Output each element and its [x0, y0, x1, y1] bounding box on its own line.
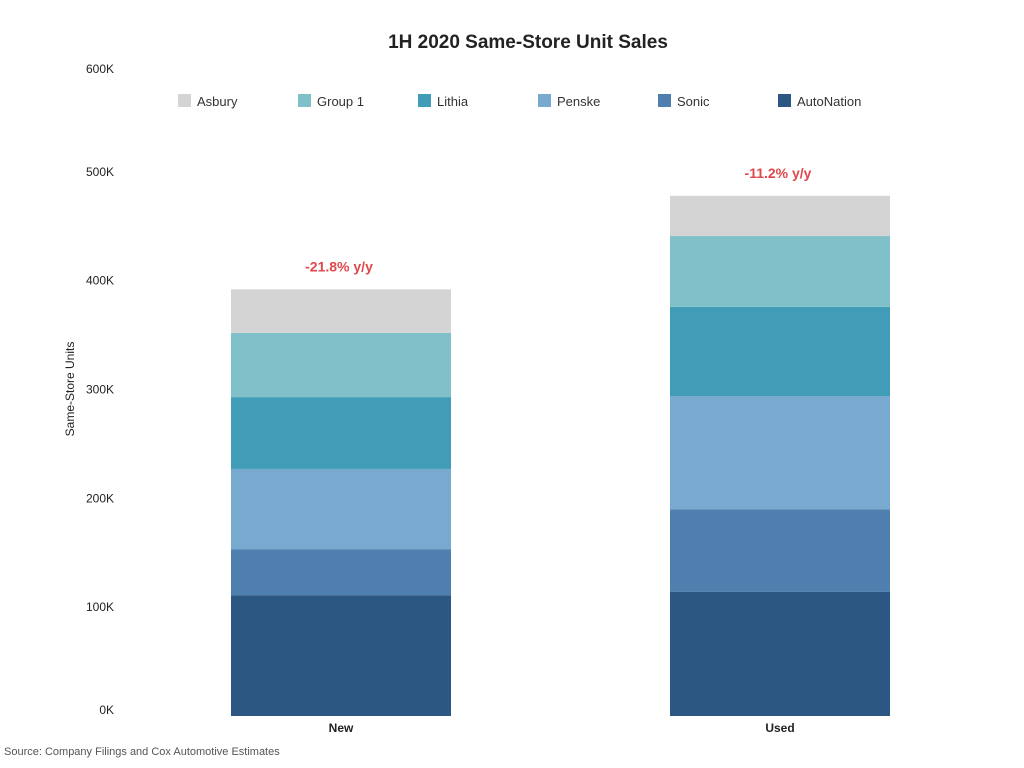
y-axis-label: Same-Store Units — [63, 342, 77, 437]
y-tick-label: 400K — [86, 274, 114, 288]
legend-swatch-penske — [538, 94, 551, 107]
y-tick-label: 100K — [86, 600, 114, 614]
yoy-annotation: -11.2% y/y — [745, 165, 812, 181]
bar-segment-penske-used — [670, 396, 890, 510]
bar-segment-lithia-new — [231, 397, 451, 469]
bar-segment-asbury-new — [231, 289, 451, 333]
bar-segment-asbury-used — [670, 195, 890, 237]
bar-segment-sonic-used — [670, 509, 890, 592]
y-tick-label: 300K — [86, 383, 114, 397]
legend-swatch-asbury — [178, 94, 191, 107]
bar-segment-group-1-new — [231, 332, 451, 398]
y-tick-label: 0K — [99, 703, 114, 717]
legend-label-asbury: Asbury — [197, 94, 238, 109]
bar-segment-autonation-used — [670, 591, 890, 716]
chart-title: 1H 2020 Same-Store Unit Sales — [388, 32, 668, 53]
legend-swatch-lithia — [418, 94, 431, 107]
legend-label-lithia: Lithia — [437, 94, 469, 109]
legend-swatch-sonic — [658, 94, 671, 107]
y-tick-label: 200K — [86, 491, 114, 505]
legend-label-group-1: Group 1 — [317, 94, 364, 109]
legend-swatch-group-1 — [298, 94, 311, 107]
yoy-annotation: -21.8% y/y — [305, 258, 373, 274]
x-tick-label: Used — [765, 721, 794, 735]
y-tick-label: 500K — [86, 165, 114, 179]
source-note: Source: Company Filings and Cox Automoti… — [4, 746, 280, 758]
legend-label-penske: Penske — [557, 94, 600, 109]
legend-label-sonic: Sonic — [677, 94, 710, 109]
bar-segment-penske-new — [231, 468, 451, 550]
bar-segment-autonation-new — [231, 595, 451, 716]
bar-segment-group-1-used — [670, 236, 890, 307]
bar-segment-sonic-new — [231, 549, 451, 596]
y-tick-label: 600K — [86, 62, 114, 76]
legend-swatch-autonation — [778, 94, 791, 107]
legend-label-autonation: AutoNation — [797, 94, 861, 109]
bar-segment-lithia-used — [670, 306, 890, 397]
x-tick-label: New — [329, 721, 354, 735]
